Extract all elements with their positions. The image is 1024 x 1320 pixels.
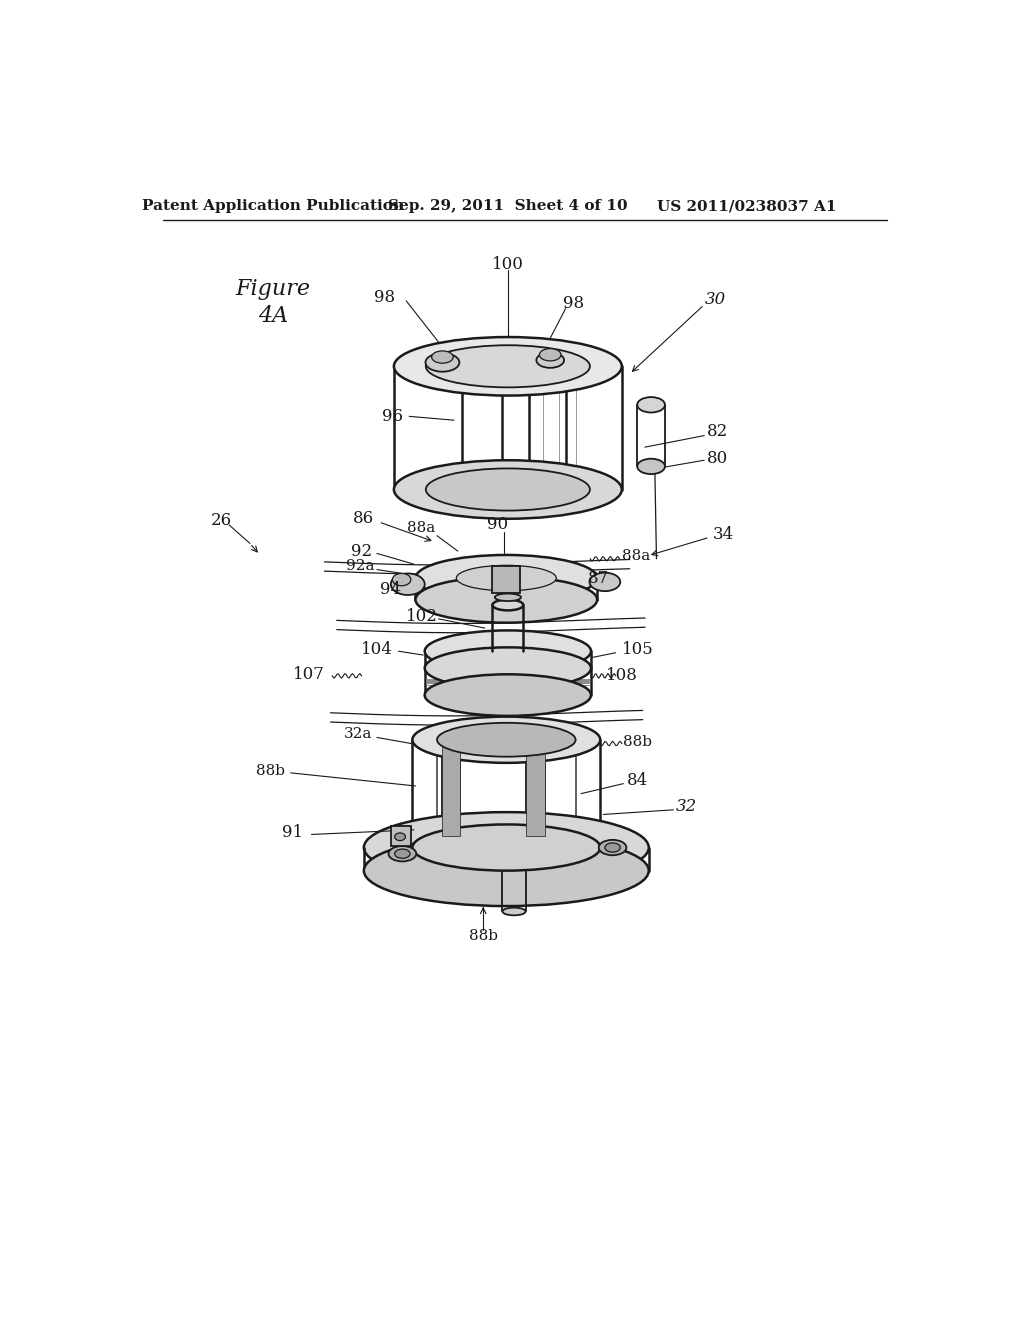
Ellipse shape: [413, 717, 600, 763]
Text: 107: 107: [293, 665, 326, 682]
Ellipse shape: [392, 573, 411, 586]
Ellipse shape: [394, 337, 622, 396]
Text: 88b: 88b: [469, 929, 498, 942]
Ellipse shape: [416, 554, 597, 601]
Ellipse shape: [425, 675, 591, 715]
Text: 88a: 88a: [408, 521, 436, 535]
Ellipse shape: [388, 846, 416, 862]
Ellipse shape: [426, 469, 590, 511]
Text: 87: 87: [588, 569, 609, 586]
Ellipse shape: [394, 833, 406, 841]
Text: 91: 91: [282, 824, 303, 841]
Ellipse shape: [426, 346, 590, 387]
Text: 32a: 32a: [343, 727, 372, 742]
Ellipse shape: [457, 565, 556, 591]
Text: 86: 86: [352, 511, 374, 527]
Ellipse shape: [637, 397, 665, 413]
Text: 88b: 88b: [256, 763, 286, 777]
Ellipse shape: [590, 573, 621, 591]
Ellipse shape: [416, 577, 597, 623]
Ellipse shape: [432, 351, 454, 363]
Text: 32: 32: [676, 799, 697, 816]
Text: 88a: 88a: [622, 549, 650, 564]
Text: 80: 80: [707, 450, 728, 467]
Bar: [391, 826, 411, 846]
Text: 84: 84: [628, 772, 648, 789]
Text: 96: 96: [382, 408, 402, 425]
Ellipse shape: [493, 599, 523, 610]
Text: 30: 30: [706, 290, 726, 308]
Ellipse shape: [540, 348, 561, 360]
Ellipse shape: [437, 723, 575, 756]
Ellipse shape: [425, 631, 591, 672]
Text: Sep. 29, 2011  Sheet 4 of 10: Sep. 29, 2011 Sheet 4 of 10: [388, 199, 628, 213]
Text: Patent Application Publication: Patent Application Publication: [142, 199, 404, 213]
Ellipse shape: [495, 594, 521, 601]
Text: 26: 26: [211, 512, 232, 529]
Text: 108: 108: [606, 668, 638, 684]
Ellipse shape: [391, 573, 425, 595]
Text: 102: 102: [406, 609, 437, 626]
Text: 105: 105: [622, 642, 653, 659]
Ellipse shape: [394, 461, 622, 519]
Ellipse shape: [425, 354, 460, 372]
Text: 92: 92: [351, 543, 372, 560]
Text: 90: 90: [487, 516, 508, 533]
Text: 88b: 88b: [624, 735, 652, 748]
Ellipse shape: [605, 843, 621, 853]
Text: 98: 98: [374, 289, 395, 305]
Text: Figure: Figure: [236, 279, 310, 301]
Text: 34: 34: [713, 525, 734, 543]
Text: 100: 100: [492, 256, 524, 273]
Text: 92a: 92a: [346, 560, 374, 573]
Ellipse shape: [394, 849, 410, 858]
Ellipse shape: [413, 825, 600, 871]
Text: US 2011/0238037 A1: US 2011/0238037 A1: [656, 199, 837, 213]
Ellipse shape: [599, 840, 627, 855]
Text: 4A: 4A: [258, 305, 288, 327]
Bar: [441, 747, 460, 836]
Text: 82: 82: [707, 424, 728, 441]
Ellipse shape: [637, 459, 665, 474]
Text: 104: 104: [361, 642, 393, 659]
Ellipse shape: [364, 812, 649, 883]
Ellipse shape: [425, 647, 591, 689]
Ellipse shape: [537, 352, 564, 368]
Ellipse shape: [364, 836, 649, 906]
Bar: [493, 566, 520, 594]
Bar: [526, 747, 545, 836]
Text: 94: 94: [380, 581, 401, 598]
Text: 98: 98: [563, 294, 584, 312]
Ellipse shape: [503, 908, 525, 915]
